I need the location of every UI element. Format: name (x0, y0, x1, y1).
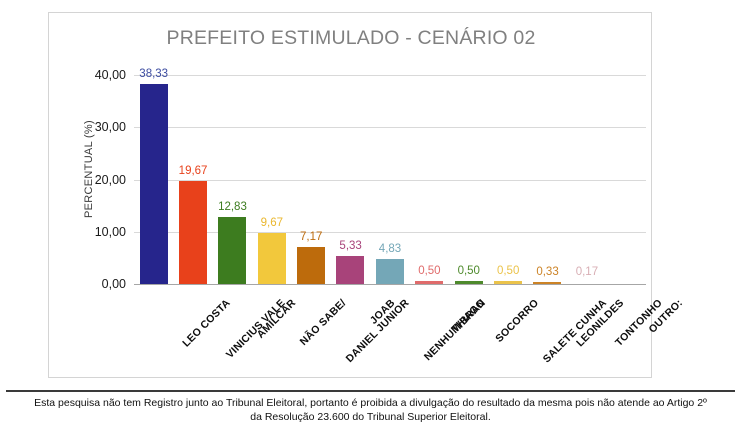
gridline (134, 127, 646, 129)
bar[interactable] (139, 83, 168, 284)
bar-slot[interactable]: 7,17 (292, 75, 331, 284)
bar-value-label: 7,17 (300, 230, 323, 243)
gridline (134, 75, 646, 76)
x-axis-label: VINICIUS VALE (223, 297, 288, 361)
y-axis-tick-label: 40,00 (94, 68, 126, 82)
bar-value-label: 0,50 (457, 265, 480, 278)
gridline (134, 179, 646, 181)
bar-value-label: 38,33 (139, 67, 169, 80)
chart-container: PREFEITO ESTIMULADO - CENÁRIO 02 PERCENT… (48, 12, 685, 378)
bar-slot[interactable]: 19,67 (173, 75, 212, 284)
bar-slot[interactable] (607, 75, 646, 284)
bar-slot[interactable]: 0,50 (488, 75, 527, 284)
bar[interactable] (454, 281, 483, 284)
bar-slot[interactable]: 0,17 (567, 75, 606, 284)
bar-value-label: 5,33 (339, 240, 362, 253)
y-axis-tick-label: 30,00 (94, 120, 126, 135)
bar-slot[interactable]: 0,50 (449, 75, 488, 284)
bar-value-label: 0,17 (575, 265, 599, 278)
bar-value-label: 19,67 (178, 165, 208, 178)
bar-value-label: 9,67 (260, 217, 284, 230)
bar[interactable] (218, 216, 247, 284)
plot-area: 40,00 30,00 20,00 10,00 0,00 38,33 19,67 12,83… (95, 68, 646, 291)
bar-value-label: 4,83 (378, 242, 402, 255)
bar[interactable] (375, 258, 404, 284)
bar-series: 38,33 19,67 12,83 9,67 7,17 5,33 4,83 0,50 0,50 0… (134, 68, 646, 284)
footer-divider (6, 390, 735, 392)
bar[interactable] (297, 246, 326, 284)
bar-slot[interactable]: 5,33 (331, 75, 370, 284)
bar[interactable] (415, 281, 444, 284)
x-axis-label: SOCORRO (493, 297, 541, 345)
bar-value-label: 0,50 (496, 265, 520, 278)
chart-title: PREFEITO ESTIMULADO - CENÁRIO 02 (166, 27, 536, 49)
bar-slot[interactable]: 38,33 (134, 68, 173, 284)
x-axis-label: NÃO SABE/ (297, 297, 349, 349)
gridline (134, 284, 646, 285)
bar[interactable] (533, 281, 562, 284)
bar[interactable] (572, 281, 601, 284)
bar[interactable] (493, 281, 522, 284)
bar-value-label: 0,33 (536, 265, 559, 278)
bar[interactable] (257, 233, 286, 284)
gridline (134, 231, 646, 233)
bar-slot[interactable]: 0,33 (528, 75, 567, 284)
y-axis-title: PERCENTUAL (%) (83, 120, 95, 218)
footer-disclaimer: Esta pesquisa não tem Registro junto ao … (34, 397, 707, 423)
bar-slot[interactable]: 9,67 (252, 75, 291, 284)
bar-slot[interactable]: 4,83 (370, 75, 409, 284)
bar-slot[interactable]: 12,83 (213, 75, 252, 284)
y-axis-tick-label: 20,00 (94, 172, 126, 187)
bar-slot[interactable]: 0,50 (410, 75, 449, 284)
bar[interactable] (336, 256, 365, 284)
x-axis-category-labels: LEO COSTA VINICIUS VALE AMILCAR NÃO SABE/DA… (134, 287, 685, 377)
y-axis-tick-label: 10,00 (94, 224, 126, 239)
bar-value-label: 0,50 (418, 265, 441, 278)
y-axis-tick-label: 0,00 (101, 277, 126, 291)
bar-value-label: 12,83 (218, 200, 247, 213)
x-axis-label: LEO COSTA (179, 297, 233, 350)
bar[interactable] (178, 181, 207, 284)
x-axis-label: THIAGO (449, 297, 488, 336)
